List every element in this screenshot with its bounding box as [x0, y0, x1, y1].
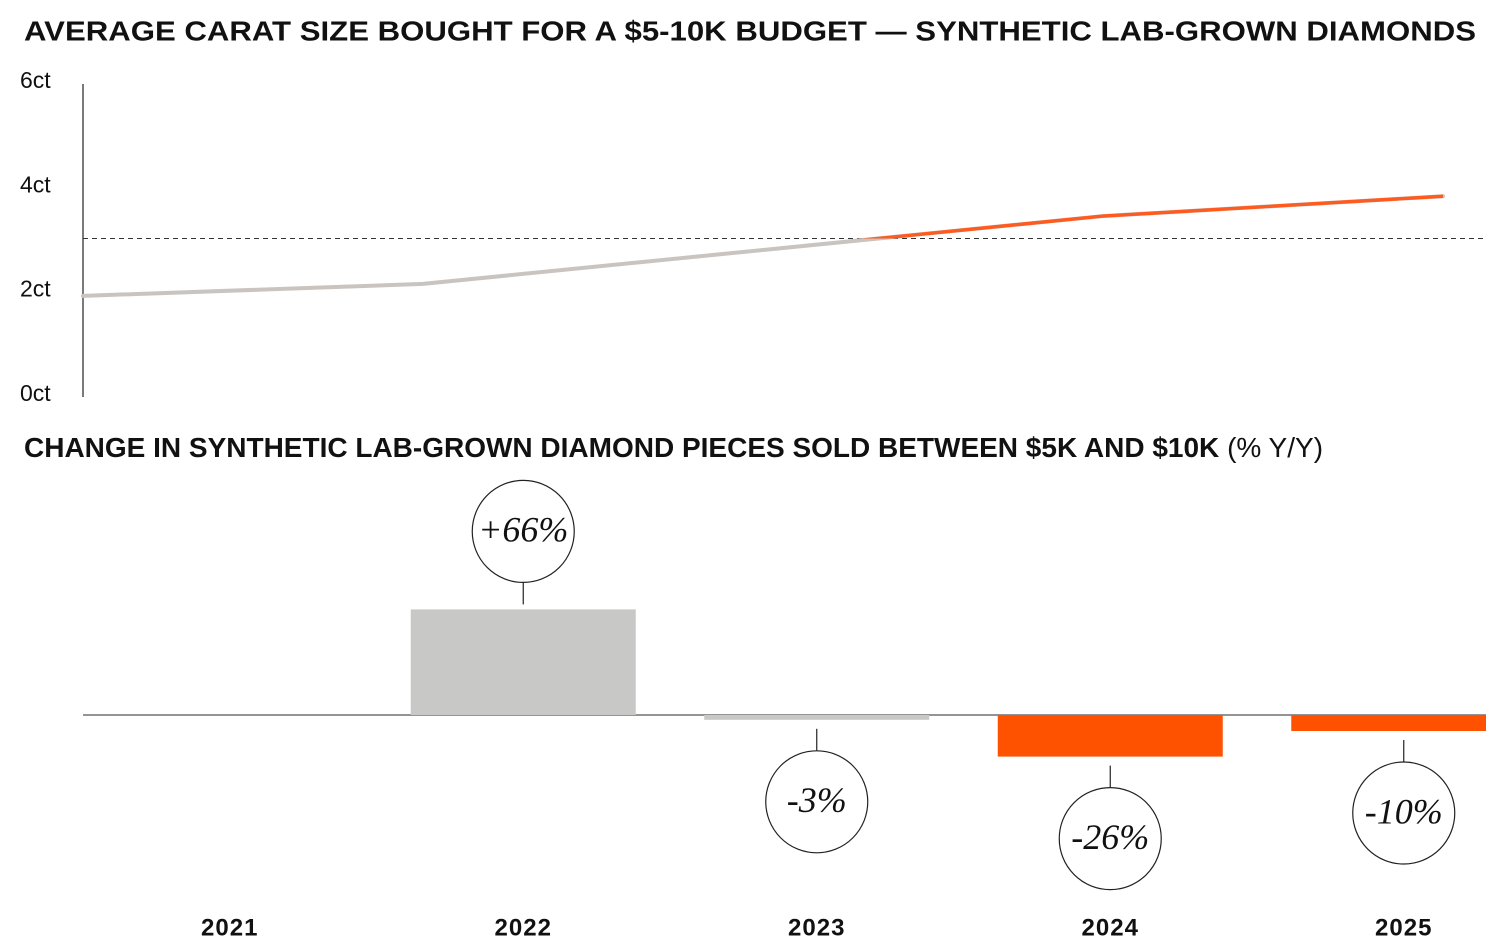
y-tick-label: 2ct	[20, 276, 51, 302]
line-highlight	[860, 194, 1444, 239]
y-tick-label: 0ct	[20, 380, 51, 406]
bar	[1291, 715, 1486, 731]
value-label: -10%	[1365, 791, 1443, 831]
label-circle	[1352, 761, 1456, 865]
label-circle	[1058, 786, 1162, 891]
bar	[704, 715, 930, 720]
bar	[997, 715, 1223, 757]
x-tick-label: 2022	[495, 914, 552, 941]
x-tick-label: 2024	[1082, 914, 1139, 941]
x-tick-label: 2021	[201, 914, 258, 941]
label-circle	[471, 479, 575, 584]
value-label: +66%	[478, 510, 568, 550]
chart-title: CHANGE IN SYNTHETIC LAB-GROWN DIAMOND PI…	[24, 432, 1323, 463]
y-tick-label: 4ct	[20, 171, 51, 197]
title-text: CHANGE IN SYNTHETIC LAB-GROWN DIAMOND PI…	[24, 432, 1219, 463]
label-circle	[765, 750, 869, 854]
chart-title: AVERAGE CARAT SIZE BOUGHT FOR A $5-10K B…	[24, 15, 1476, 46]
line	[81, 194, 1445, 298]
y-tick-label: 6ct	[20, 67, 51, 93]
value-label: -26%	[1071, 817, 1149, 857]
title-unit: (% Y/Y)	[1227, 432, 1323, 463]
x-tick-label: 2025	[1375, 914, 1432, 941]
x-tick-label: 2023	[788, 914, 845, 941]
bar	[410, 609, 636, 715]
value-label: -3%	[787, 780, 847, 820]
